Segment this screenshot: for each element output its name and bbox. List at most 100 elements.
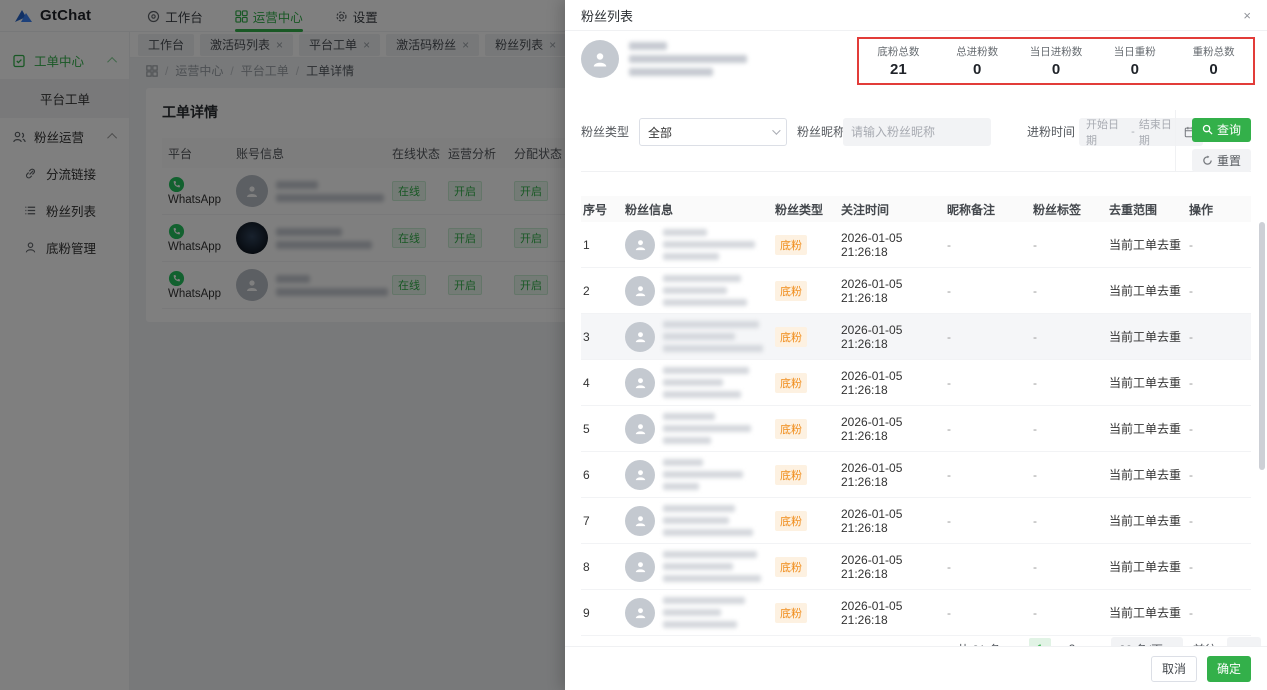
follow-time: 2026-01-05 21:26:18 (841, 552, 903, 581)
stat-value: 0 (1051, 61, 1061, 78)
fan-time-label: 进粉时间 (1027, 125, 1076, 139)
fan-type-badge: 底粉 (775, 602, 807, 623)
stat-value: 0 (1130, 61, 1139, 78)
table-row[interactable]: 9 底粉 2026-01-05 21:26:18 - - 当前工单去重 - (581, 590, 1251, 636)
follow-time: 2026-01-05 21:26:18 (841, 322, 903, 351)
avatar (625, 505, 655, 536)
stat-base-fans: 底粉总数 21 (859, 44, 938, 78)
scrollbar-thumb[interactable] (1259, 222, 1265, 470)
nickname-remark: - (947, 375, 951, 390)
follow-time: 2026-01-05 21:26:18 (841, 414, 903, 443)
avatar (625, 413, 655, 444)
row-index: 8 (583, 559, 590, 574)
fan-type-badge: 底粉 (775, 510, 807, 531)
fan-tag: - (1033, 605, 1037, 620)
table-row[interactable]: 5 底粉 2026-01-05 21:26:18 - - 当前工单去重 - (581, 406, 1251, 452)
avatar (625, 597, 655, 628)
follow-time: 2026-01-05 21:26:18 (841, 598, 903, 627)
stat-total-duplicate-fans: 重粉总数 0 (1174, 44, 1253, 78)
dedup-scope: 当前工单去重 (1109, 514, 1182, 528)
row-action: - (1189, 605, 1193, 620)
table-row[interactable]: 4 底粉 2026-01-05 21:26:18 - - 当前工单去重 - (581, 360, 1251, 406)
fan-table: 序号 粉丝信息 粉丝类型 关注时间 昵称备注 粉丝标签 去重范围 操作 1 底粉… (581, 196, 1251, 636)
avatar (625, 459, 655, 490)
stat-label: 底粉总数 (877, 46, 920, 58)
nickname-remark: - (947, 329, 951, 344)
date-range-picker[interactable]: 开始日期 - 结束日期 (1079, 118, 1203, 147)
nickname-input[interactable] (843, 118, 991, 146)
stat-value: 0 (1209, 61, 1218, 78)
stat-total-new-fans: 总进粉数 0 (938, 44, 1017, 78)
follow-time: 2026-01-05 21:26:18 (841, 230, 903, 259)
avatar (625, 367, 655, 398)
start-date-placeholder: 开始日期 (1086, 119, 1119, 147)
follow-time: 2026-01-05 21:26:18 (841, 368, 903, 397)
dedup-scope: 当前工单去重 (1109, 376, 1182, 390)
table-row[interactable]: 6 底粉 2026-01-05 21:26:18 - - 当前工单去重 - (581, 452, 1251, 498)
column-header: 关注时间 (841, 202, 890, 217)
row-index: 5 (583, 421, 590, 436)
fan-tag: - (1033, 237, 1037, 252)
nickname-remark: - (947, 559, 951, 574)
avatar (625, 229, 655, 260)
row-index: 2 (583, 283, 590, 298)
stat-label: 当日重粉 (1113, 46, 1156, 58)
nickname-remark: - (947, 237, 951, 252)
account-profile (581, 40, 747, 78)
fan-tag: - (1033, 329, 1037, 344)
table-row[interactable]: 8 底粉 2026-01-05 21:26:18 - - 当前工单去重 - (581, 544, 1251, 590)
avatar (625, 321, 655, 352)
fan-type-label: 粉丝类型 (581, 125, 630, 139)
row-index: 4 (583, 375, 590, 390)
fan-type-select[interactable]: 全部 (639, 118, 787, 146)
fan-tag: - (1033, 559, 1037, 574)
close-icon[interactable]: × (1243, 8, 1251, 23)
row-index: 1 (583, 237, 590, 252)
fan-list-drawer: 粉丝列表 × 底粉总数 21 总进粉数 0 当日进粉数 0 当日重粉 0 重粉总… (565, 0, 1267, 690)
cancel-button[interactable]: 取消 (1150, 655, 1197, 682)
dedup-scope: 当前工单去重 (1109, 238, 1182, 252)
column-header: 操作 (1189, 202, 1214, 217)
dedup-scope: 当前工单去重 (1109, 560, 1182, 574)
fan-tag: - (1033, 375, 1037, 390)
nickname-remark: - (947, 513, 951, 528)
reset-button-label: 重置 (1216, 153, 1241, 168)
avatar (625, 551, 655, 582)
fan-type-badge: 底粉 (775, 464, 807, 485)
dedup-scope: 当前工单去重 (1109, 468, 1182, 482)
fan-type-badge: 底粉 (775, 556, 807, 577)
fan-type-badge: 底粉 (775, 326, 807, 347)
search-button[interactable]: 查询 (1191, 118, 1251, 142)
stat-today-duplicate-fans: 当日重粉 0 (1095, 44, 1174, 78)
refresh-icon (1202, 155, 1213, 166)
follow-time: 2026-01-05 21:26:18 (841, 506, 903, 535)
fan-tag: - (1033, 283, 1037, 298)
table-row[interactable]: 7 底粉 2026-01-05 21:26:18 - - 当前工单去重 - (581, 498, 1251, 544)
fan-stats-panel: 底粉总数 21 总进粉数 0 当日进粉数 0 当日重粉 0 重粉总数 0 (857, 37, 1255, 85)
table-row[interactable]: 1 底粉 2026-01-05 21:26:18 - - 当前工单去重 - (581, 222, 1251, 268)
fan-tag: - (1033, 513, 1037, 528)
avatar (625, 275, 655, 306)
column-header: 粉丝类型 (775, 202, 824, 217)
dedup-scope: 当前工单去重 (1109, 330, 1182, 344)
fan-type-badge: 底粉 (775, 372, 807, 393)
filter-actions: 查询 重置 (1175, 110, 1251, 172)
stat-today-new-fans: 当日进粉数 0 (1017, 44, 1096, 78)
row-action: - (1189, 283, 1193, 298)
end-date-placeholder: 结束日期 (1138, 119, 1172, 147)
table-row[interactable]: 2 底粉 2026-01-05 21:26:18 - - 当前工单去重 - (581, 268, 1251, 314)
row-action: - (1189, 467, 1193, 482)
row-index: 3 (583, 329, 590, 344)
fan-type-badge: 底粉 (775, 234, 807, 255)
confirm-button[interactable]: 确定 (1206, 655, 1251, 682)
nickname-label: 粉丝昵称 (797, 125, 846, 139)
fan-tag: - (1033, 467, 1037, 482)
fan-table-header: 序号 粉丝信息 粉丝类型 关注时间 昵称备注 粉丝标签 去重范围 操作 (581, 196, 1251, 222)
table-row[interactable]: 3 底粉 2026-01-05 21:26:18 - - 当前工单去重 - (581, 314, 1251, 360)
reset-button[interactable]: 重置 (1191, 148, 1251, 172)
column-header: 昵称备注 (947, 202, 996, 217)
row-action: - (1189, 513, 1193, 528)
drawer-footer: 取消 确定 (565, 646, 1267, 690)
nickname-remark: - (947, 421, 951, 436)
stat-label: 重粉总数 (1192, 46, 1235, 58)
